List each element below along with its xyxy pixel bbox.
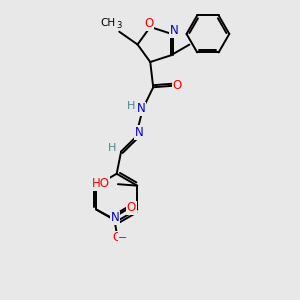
Text: O: O	[113, 231, 122, 244]
Text: CH: CH	[100, 18, 116, 28]
Text: N: N	[170, 24, 179, 37]
Text: N: N	[137, 102, 146, 115]
Text: N: N	[135, 126, 143, 139]
Text: O: O	[127, 201, 136, 214]
Text: HO: HO	[92, 177, 110, 190]
Text: H: H	[127, 101, 136, 111]
Text: H: H	[107, 143, 116, 153]
Text: −: −	[118, 233, 128, 243]
Text: 3: 3	[116, 21, 122, 30]
Text: O: O	[172, 79, 182, 92]
Text: N: N	[111, 211, 119, 224]
Text: O: O	[144, 17, 153, 31]
